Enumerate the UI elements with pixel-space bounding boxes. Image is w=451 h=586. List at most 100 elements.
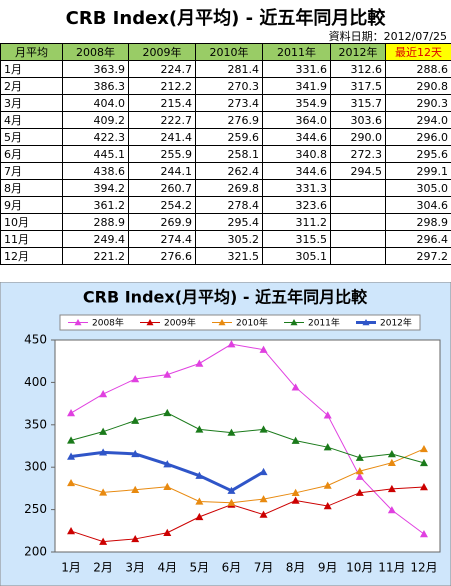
header-cell: 2010年 <box>195 43 263 61</box>
table-cell: 295.6 <box>385 145 451 163</box>
legend-marker <box>218 319 226 326</box>
table-cell: 354.9 <box>262 94 331 112</box>
table-cell: 290.0 <box>330 128 386 146</box>
header-cell: 2009年 <box>128 43 196 61</box>
data-point <box>259 510 268 518</box>
data-point <box>387 506 396 514</box>
data-point <box>99 537 108 545</box>
legend-label: 2012年 <box>380 317 412 329</box>
table-cell: 249.4 <box>62 230 129 248</box>
data-point <box>323 481 332 489</box>
table-cell: 321.5 <box>195 247 263 265</box>
table-cell: 438.6 <box>62 162 129 180</box>
x-tick-label: 1月 <box>61 561 81 575</box>
table-row: 2月 386.3 212.2 270.3 341.9 317.5 290.8 <box>0 77 451 95</box>
table-cell: 305.2 <box>195 230 263 248</box>
legend-label: 2008年 <box>92 317 124 329</box>
y-tick-label: 450 <box>24 333 47 347</box>
table-cell: 344.6 <box>262 162 331 180</box>
table-cell: 288.6 <box>385 60 451 78</box>
data-point <box>131 416 140 424</box>
table-cell: 290.3 <box>385 94 451 112</box>
x-tick-label: 5月 <box>190 561 210 575</box>
table-cell: 445.1 <box>62 145 129 163</box>
page-title: CRB Index(月平均) - 近五年同月比較 <box>65 8 386 29</box>
data-point <box>355 488 364 496</box>
table-cell: 311.2 <box>262 213 331 231</box>
data-point <box>387 484 396 493</box>
x-tick-label: 7月 <box>254 561 274 575</box>
data-point <box>67 527 76 535</box>
table-row: 7月 438.6 244.1 262.4 344.6 294.5 299.1 <box>0 162 451 180</box>
data-point <box>291 383 300 391</box>
x-tick-label: 8月 <box>286 561 306 575</box>
table-cell: 278.4 <box>195 196 263 214</box>
data-date: 資料日期：2012/07/25 <box>328 30 447 43</box>
data-table: 月平均 2008年 2009年 2010年 2011年 2012年 最近12天 1月 363.… <box>0 43 451 265</box>
table-cell: 215.4 <box>128 94 196 112</box>
data-point <box>291 496 300 504</box>
data-point <box>163 370 172 378</box>
table-cell: 12月 <box>0 247 63 265</box>
data-point <box>355 472 364 480</box>
table-cell <box>330 196 386 214</box>
table-row: 10月 288.9 269.9 295.4 311.2 298.9 <box>0 213 451 231</box>
table-cell <box>330 213 386 231</box>
data-point <box>259 495 268 503</box>
legend-label: 2010年 <box>236 317 268 329</box>
table-cell: 212.2 <box>128 77 196 95</box>
table-cell: 340.8 <box>262 145 331 163</box>
data-point <box>259 467 268 476</box>
table-cell: 6月 <box>0 145 63 163</box>
x-tick-label: 9月 <box>318 561 338 575</box>
data-point <box>387 450 396 458</box>
x-tick-label: 12月 <box>410 561 437 575</box>
table-cell: 241.4 <box>128 128 196 146</box>
table-cell: 303.6 <box>330 111 386 129</box>
y-tick-label: 250 <box>24 502 47 516</box>
table-cell: 3月 <box>0 94 63 112</box>
table-cell: 290.8 <box>385 77 451 95</box>
table-cell: 315.5 <box>262 230 331 248</box>
table-cell: 1月 <box>0 60 63 78</box>
table-row: 12月 221.2 276.6 321.5 305.1 297.2 <box>0 247 451 265</box>
data-point <box>67 409 76 417</box>
table-row: 8月 394.2 260.7 269.8 331.3 305.0 <box>0 179 451 197</box>
table-row: 5月 422.3 241.4 259.6 344.6 290.0 296.0 <box>0 128 451 146</box>
table-row: 9月 361.2 254.2 278.4 323.6 304.6 <box>0 196 451 214</box>
data-point <box>131 485 140 493</box>
table-cell: 361.2 <box>62 196 129 214</box>
table-cell: 344.6 <box>262 128 331 146</box>
data-point <box>163 482 172 490</box>
legend-box <box>59 314 421 331</box>
table-cell: 305.0 <box>385 179 451 197</box>
table-cell: 10月 <box>0 213 63 231</box>
header-cell: 2012年 <box>330 43 386 61</box>
data-point <box>323 411 332 419</box>
data-point <box>323 502 332 510</box>
table-cell: 2月 <box>0 77 63 95</box>
table-cell: 394.2 <box>62 179 129 197</box>
table-cell: 299.1 <box>385 162 451 180</box>
table-cell: 305.1 <box>262 247 331 265</box>
data-point <box>67 452 76 460</box>
data-point <box>99 390 108 398</box>
table-cell: 260.7 <box>128 179 196 197</box>
table-cell: 11月 <box>0 230 63 248</box>
table-cell: 363.9 <box>62 60 129 78</box>
table-cell: 244.1 <box>128 162 196 180</box>
table-cell: 255.9 <box>128 145 196 163</box>
data-point <box>67 436 76 444</box>
header-row: 月平均 2008年 2009年 2010年 2011年 2012年 最近12天 <box>0 43 451 61</box>
data-point <box>195 425 204 433</box>
data-point <box>227 486 236 494</box>
data-point <box>227 340 236 348</box>
data-point <box>163 528 172 536</box>
table-cell: 312.6 <box>330 60 386 78</box>
y-tick-label: 300 <box>24 460 47 474</box>
series-line <box>70 412 425 464</box>
x-tick-label: 10月 <box>346 561 373 575</box>
table-cell: 296.4 <box>385 230 451 248</box>
data-point <box>163 460 172 468</box>
